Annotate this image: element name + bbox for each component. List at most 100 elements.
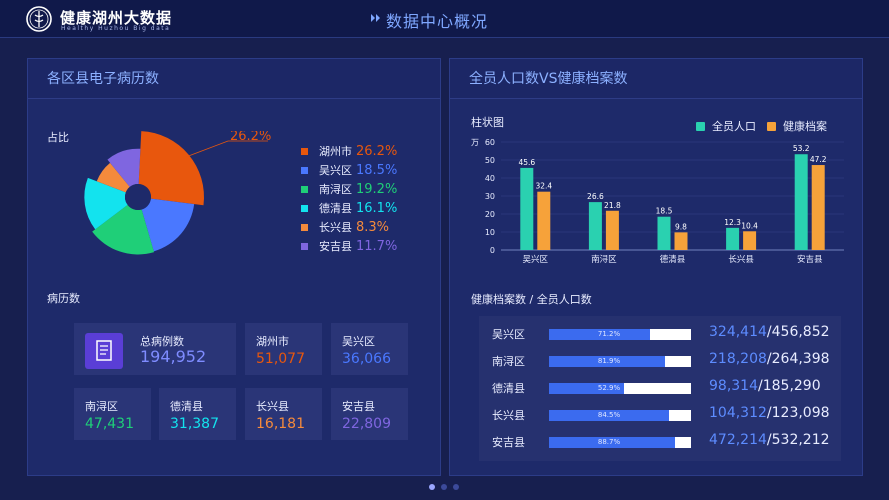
ratio-list: 吴兴区 71.2% 324,414/456,852 南浔区 81.9% 218,208/2…	[479, 316, 841, 461]
bar-value-label: 53.2	[793, 144, 810, 153]
ratio-separator: /	[766, 324, 772, 340]
ratio-separator: /	[766, 405, 772, 421]
total-records-label: 总病例数	[140, 335, 184, 348]
legend-percent: 16.1%	[356, 201, 398, 216]
legend-swatch	[301, 166, 308, 174]
page-dot-2[interactable]	[441, 484, 447, 490]
district-stat-name: 安吉县	[342, 400, 375, 413]
ratio-row: 安吉县 88.7% 472,214/532,212	[492, 431, 832, 453]
pie-hole	[125, 184, 151, 210]
legend-swatch	[301, 204, 308, 212]
y-tick-label: 20	[485, 210, 495, 219]
health-records-count: 218,208	[709, 351, 767, 367]
district-stat-value: 47,431	[85, 416, 134, 432]
bar	[811, 165, 825, 250]
legend-label: 安吉县	[319, 240, 352, 253]
ratio-district-name: 长兴县	[492, 409, 525, 422]
ratio-values: 472,214/532,212	[709, 432, 830, 448]
district-stat-card: 吴兴区 36,066	[331, 323, 408, 375]
ratio-progress-fill	[549, 410, 669, 421]
district-stat-value: 51,077	[256, 351, 305, 367]
legend-swatch	[301, 242, 308, 250]
legend-swatch	[301, 185, 308, 193]
pie-slice	[141, 198, 195, 252]
ratio-row: 德清县 52.9% 98,314/185,290	[492, 377, 832, 399]
ratio-section-label: 健康档案数 / 全员人口数	[471, 293, 592, 306]
pie-slice	[84, 177, 128, 230]
district-stat-value: 36,066	[342, 351, 391, 367]
page-title: 数据中心概况	[386, 12, 489, 31]
ratio-values: 98,314/185,290	[709, 378, 821, 394]
pie-slice	[138, 131, 204, 206]
pie-slice	[92, 204, 155, 255]
population-count: 532,212	[771, 432, 830, 448]
y-tick-label: 40	[485, 174, 495, 183]
ratio-row: 南浔区 81.9% 218,208/264,398	[492, 350, 832, 372]
bar-value-label: 9.8	[675, 222, 687, 231]
ratio-progress-bar: 84.5%	[549, 410, 691, 421]
ratio-percent-label: 88.7%	[597, 438, 621, 446]
ratio-district-name: 吴兴区	[492, 328, 525, 341]
legend-percent: 18.5%	[356, 163, 398, 178]
ratio-percent-label: 71.2%	[597, 330, 621, 338]
population-panel: 全员人口数VS健康档案数 柱状图 全员人口 健康档案万 0 10 20 30 40 50 60 4…	[449, 58, 863, 476]
y-tick-label: 50	[485, 156, 495, 165]
bar-value-label: 26.6	[587, 192, 604, 201]
district-stat-card: 南浔区 47,431	[74, 388, 151, 440]
legend-item: 吴兴区 18.5%	[301, 162, 397, 180]
legend-percent: 19.2%	[356, 182, 398, 197]
health-records-count: 472,214	[709, 432, 767, 448]
ratio-progress-bar: 81.9%	[549, 356, 691, 367]
x-tick-label: 南浔区	[591, 254, 617, 265]
district-stat-name: 湖州市	[256, 335, 289, 348]
ratio-progress-fill	[549, 437, 675, 448]
page-dot-1[interactable]	[429, 484, 435, 490]
population-count: 264,398	[771, 351, 830, 367]
pie-slice	[107, 148, 141, 187]
bar	[537, 191, 551, 250]
y-tick-label: 30	[485, 192, 495, 201]
document-icon	[85, 333, 123, 369]
x-tick-label: 长兴县	[728, 254, 754, 265]
x-tick-label: 安吉县	[797, 254, 823, 265]
header-bar: 健康湖州大数据 Healthy Huzhou Big data 数据中心概况	[0, 0, 889, 38]
district-stat-card: 德清县 31,387	[159, 388, 236, 440]
bar-legend-swatch	[767, 122, 776, 131]
district-stat-card: 长兴县 16,181	[245, 388, 322, 440]
records-section-label: 病历数	[47, 292, 80, 305]
population-count: 123,098	[771, 405, 830, 421]
ratio-district-name: 南浔区	[492, 355, 525, 368]
ratio-separator: /	[766, 351, 772, 367]
pie-callout-label: 26.2%	[230, 131, 271, 144]
legend-label: 南浔区	[319, 183, 352, 196]
page-dot-3[interactable]	[453, 484, 459, 490]
bar	[657, 216, 671, 250]
population-count: 456,852	[771, 324, 830, 340]
bar	[520, 167, 534, 250]
population-panel-title: 全员人口数VS健康档案数	[450, 59, 862, 99]
y-tick-label: 60	[485, 138, 495, 147]
ratio-progress-fill	[549, 356, 666, 367]
bar	[794, 154, 808, 250]
ratio-progress-fill	[549, 329, 651, 340]
total-records-value: 194,952	[140, 347, 207, 366]
district-stat-name: 德清县	[170, 400, 203, 413]
legend-percent: 11.7%	[356, 239, 398, 254]
ratio-separator: /	[766, 432, 772, 448]
total-records-card: 总病例数 194,952	[74, 323, 236, 375]
ratio-values: 324,414/456,852	[709, 324, 830, 340]
y-unit-label: 万	[471, 138, 479, 147]
ratio-values: 104,312/123,098	[709, 405, 830, 421]
district-stat-value: 31,387	[170, 416, 219, 432]
bar	[674, 232, 688, 250]
district-stat-value: 16,181	[256, 416, 305, 432]
emr-panel-title: 各区县电子病历数	[28, 59, 440, 99]
district-stat-name: 南浔区	[85, 400, 118, 413]
app-subtitle: Healthy Huzhou Big data	[61, 25, 171, 32]
ratio-percent-label: 81.9%	[597, 357, 621, 365]
population-count: 185,290	[762, 378, 821, 394]
legend-percent: 8.3%	[356, 220, 390, 235]
ratio-row: 吴兴区 71.2% 324,414/456,852	[492, 323, 832, 345]
ratio-row: 长兴县 84.5% 104,312/123,098	[492, 404, 832, 426]
